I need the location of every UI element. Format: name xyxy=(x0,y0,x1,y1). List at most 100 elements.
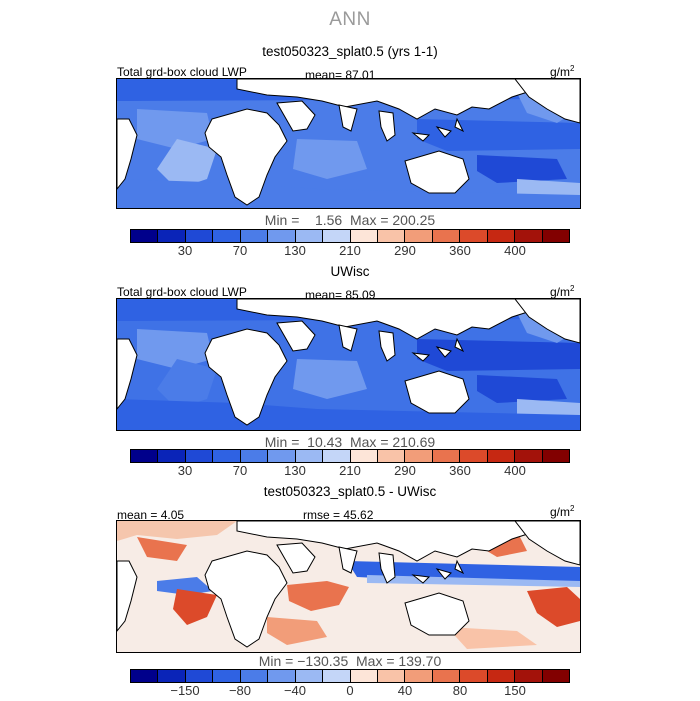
field-region xyxy=(267,617,327,645)
colorbar-cell xyxy=(295,230,324,242)
panel-2-map xyxy=(116,298,581,431)
colorbar-tick-label: 0 xyxy=(346,683,354,698)
colorbar-cell xyxy=(185,450,214,462)
colorbar-tick-label: 290 xyxy=(394,463,416,478)
colorbar-cell xyxy=(131,450,159,462)
colorbar-cell xyxy=(487,450,516,462)
panel-3-map xyxy=(116,520,581,653)
colorbar-tick-label: 360 xyxy=(449,463,471,478)
colorbar-tick-label: 70 xyxy=(232,463,248,478)
landmass xyxy=(378,330,396,362)
colorbar-cell xyxy=(405,670,433,682)
colorbar-tick-label: 80 xyxy=(452,683,468,698)
landmass xyxy=(404,150,470,194)
colorbar-cell xyxy=(295,450,324,462)
colorbar-tick-label: 400 xyxy=(504,463,526,478)
landmass xyxy=(378,552,396,584)
field-region xyxy=(447,627,537,649)
field-region xyxy=(527,587,580,627)
colorbar-cell xyxy=(323,450,351,462)
panel-1-colorbar xyxy=(130,229,570,243)
field-region xyxy=(137,537,187,561)
colorbar-cell xyxy=(295,670,324,682)
colorbar-cell xyxy=(542,230,569,242)
colorbar-cell xyxy=(158,230,186,242)
field-region xyxy=(477,375,567,403)
panel-3-colorbar xyxy=(130,669,570,683)
colorbar-cell xyxy=(432,670,461,682)
colorbar-tick-label: 210 xyxy=(339,463,361,478)
panel-3-rmse: rmse = 45.62 xyxy=(303,508,374,522)
panel-1-colorbar-ticks: 30 70 130 210 290 360 400 xyxy=(130,243,570,261)
landmass xyxy=(514,79,580,124)
colorbar-cell xyxy=(185,670,214,682)
panel-1-minmax: Min = 1.56 Max = 200.25 xyxy=(264,212,436,228)
landmass xyxy=(276,320,316,352)
landmass xyxy=(276,542,316,574)
colorbar-tick-label: 290 xyxy=(394,243,416,258)
colorbar-cell xyxy=(515,670,543,682)
panel-3-title: test050323_splat0.5 - UWisc xyxy=(263,484,437,499)
landmass xyxy=(338,104,358,132)
colorbar-tick-label: 210 xyxy=(339,243,361,258)
field-region xyxy=(157,577,213,595)
colorbar-cell xyxy=(377,670,406,682)
colorbar-cell xyxy=(350,450,378,462)
colorbar-cell xyxy=(240,450,269,462)
panel-2-units: g/m2 xyxy=(550,284,575,299)
colorbar-tick-label: 360 xyxy=(449,243,471,258)
colorbar-cell xyxy=(268,450,296,462)
colorbar-tick-label: 130 xyxy=(284,243,306,258)
panel-1-units: g/m2 xyxy=(550,64,575,79)
colorbar-cell xyxy=(377,230,406,242)
colorbar-cell xyxy=(487,230,516,242)
landmass xyxy=(514,521,580,566)
panel-1-map xyxy=(116,78,581,209)
field-region xyxy=(137,109,213,149)
panel-2-title: UWisc xyxy=(330,264,370,279)
landmass xyxy=(404,370,470,414)
colorbar-cell xyxy=(323,230,351,242)
landmass xyxy=(117,560,138,632)
panel-1-variable: Total grd-box cloud LWP xyxy=(117,65,247,79)
colorbar-tick-label: 400 xyxy=(504,243,526,258)
colorbar-tick-label: −150 xyxy=(170,683,200,698)
field-region xyxy=(173,589,217,625)
field-region xyxy=(477,155,567,183)
colorbar-cell xyxy=(213,670,241,682)
colorbar-cell xyxy=(131,230,159,242)
field-region xyxy=(417,339,580,371)
colorbar-cell xyxy=(487,670,516,682)
colorbar-cell xyxy=(542,670,569,682)
landmass xyxy=(276,100,316,132)
panel-3-minmax: Min = −130.35 Max = 139.70 xyxy=(258,653,442,669)
colorbar-cell xyxy=(131,670,159,682)
panel-2-variable: Total grd-box cloud LWP xyxy=(117,285,247,299)
colorbar-cell xyxy=(350,670,378,682)
landmass xyxy=(411,132,431,142)
landmass xyxy=(204,328,288,426)
landmass xyxy=(204,108,288,206)
landmass xyxy=(454,559,465,575)
landmass xyxy=(411,352,431,362)
landmass xyxy=(411,574,431,584)
figure-title: ANN xyxy=(329,9,371,30)
landmass xyxy=(454,117,465,133)
colorbar-tick-label: 30 xyxy=(177,243,193,258)
colorbar-cell xyxy=(432,450,461,462)
colorbar-cell xyxy=(213,450,241,462)
colorbar-cell xyxy=(432,230,461,242)
field-region xyxy=(293,139,367,179)
landmass xyxy=(338,324,358,352)
colorbar-tick-label: 40 xyxy=(397,683,413,698)
landmass xyxy=(454,337,465,353)
colorbar-cell xyxy=(350,230,378,242)
landmass xyxy=(338,546,358,574)
landmass xyxy=(435,126,452,138)
colorbar-cell xyxy=(240,670,269,682)
landmass xyxy=(204,550,288,648)
colorbar-cell xyxy=(460,670,488,682)
colorbar-tick-label: 150 xyxy=(504,683,526,698)
colorbar-cell xyxy=(460,230,488,242)
panel-3-mean: mean = 4.05 xyxy=(117,508,185,522)
